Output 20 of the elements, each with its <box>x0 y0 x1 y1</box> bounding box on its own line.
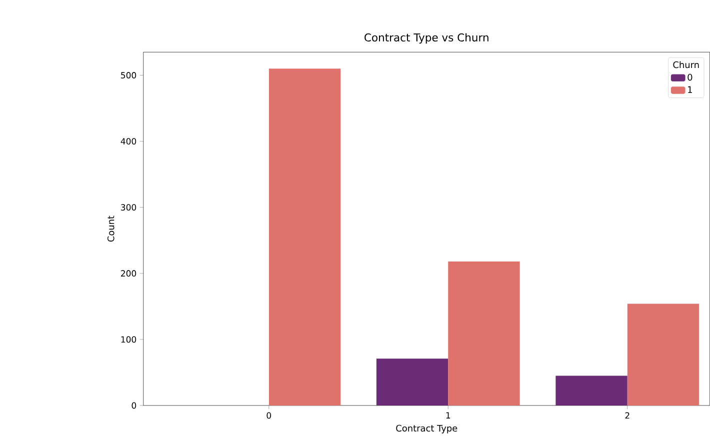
y-tick-label: 300 <box>121 204 136 211</box>
bar <box>448 262 520 406</box>
bar <box>627 304 700 406</box>
bar <box>268 68 341 406</box>
x-tick-label: 0 <box>266 412 272 419</box>
legend-title: Churn <box>673 61 699 68</box>
y-axis-title: Count <box>107 216 114 242</box>
y-tick-label: 200 <box>121 270 136 277</box>
legend-label: 0 <box>688 74 692 81</box>
y-tick-label: 400 <box>120 138 136 145</box>
x-axis-title: Contract Type <box>396 424 458 434</box>
chart-title: Contract Type vs Churn <box>364 33 488 44</box>
y-tick-label: 500 <box>121 72 136 79</box>
bar <box>556 376 628 406</box>
x-tick-label: 1 <box>446 412 450 419</box>
legend-label: 1 <box>688 86 692 93</box>
y-tick-label: 100 <box>121 336 136 343</box>
y-tick-label: 0 <box>132 402 136 409</box>
bar <box>376 358 448 406</box>
x-tick-label: 2 <box>625 412 630 419</box>
